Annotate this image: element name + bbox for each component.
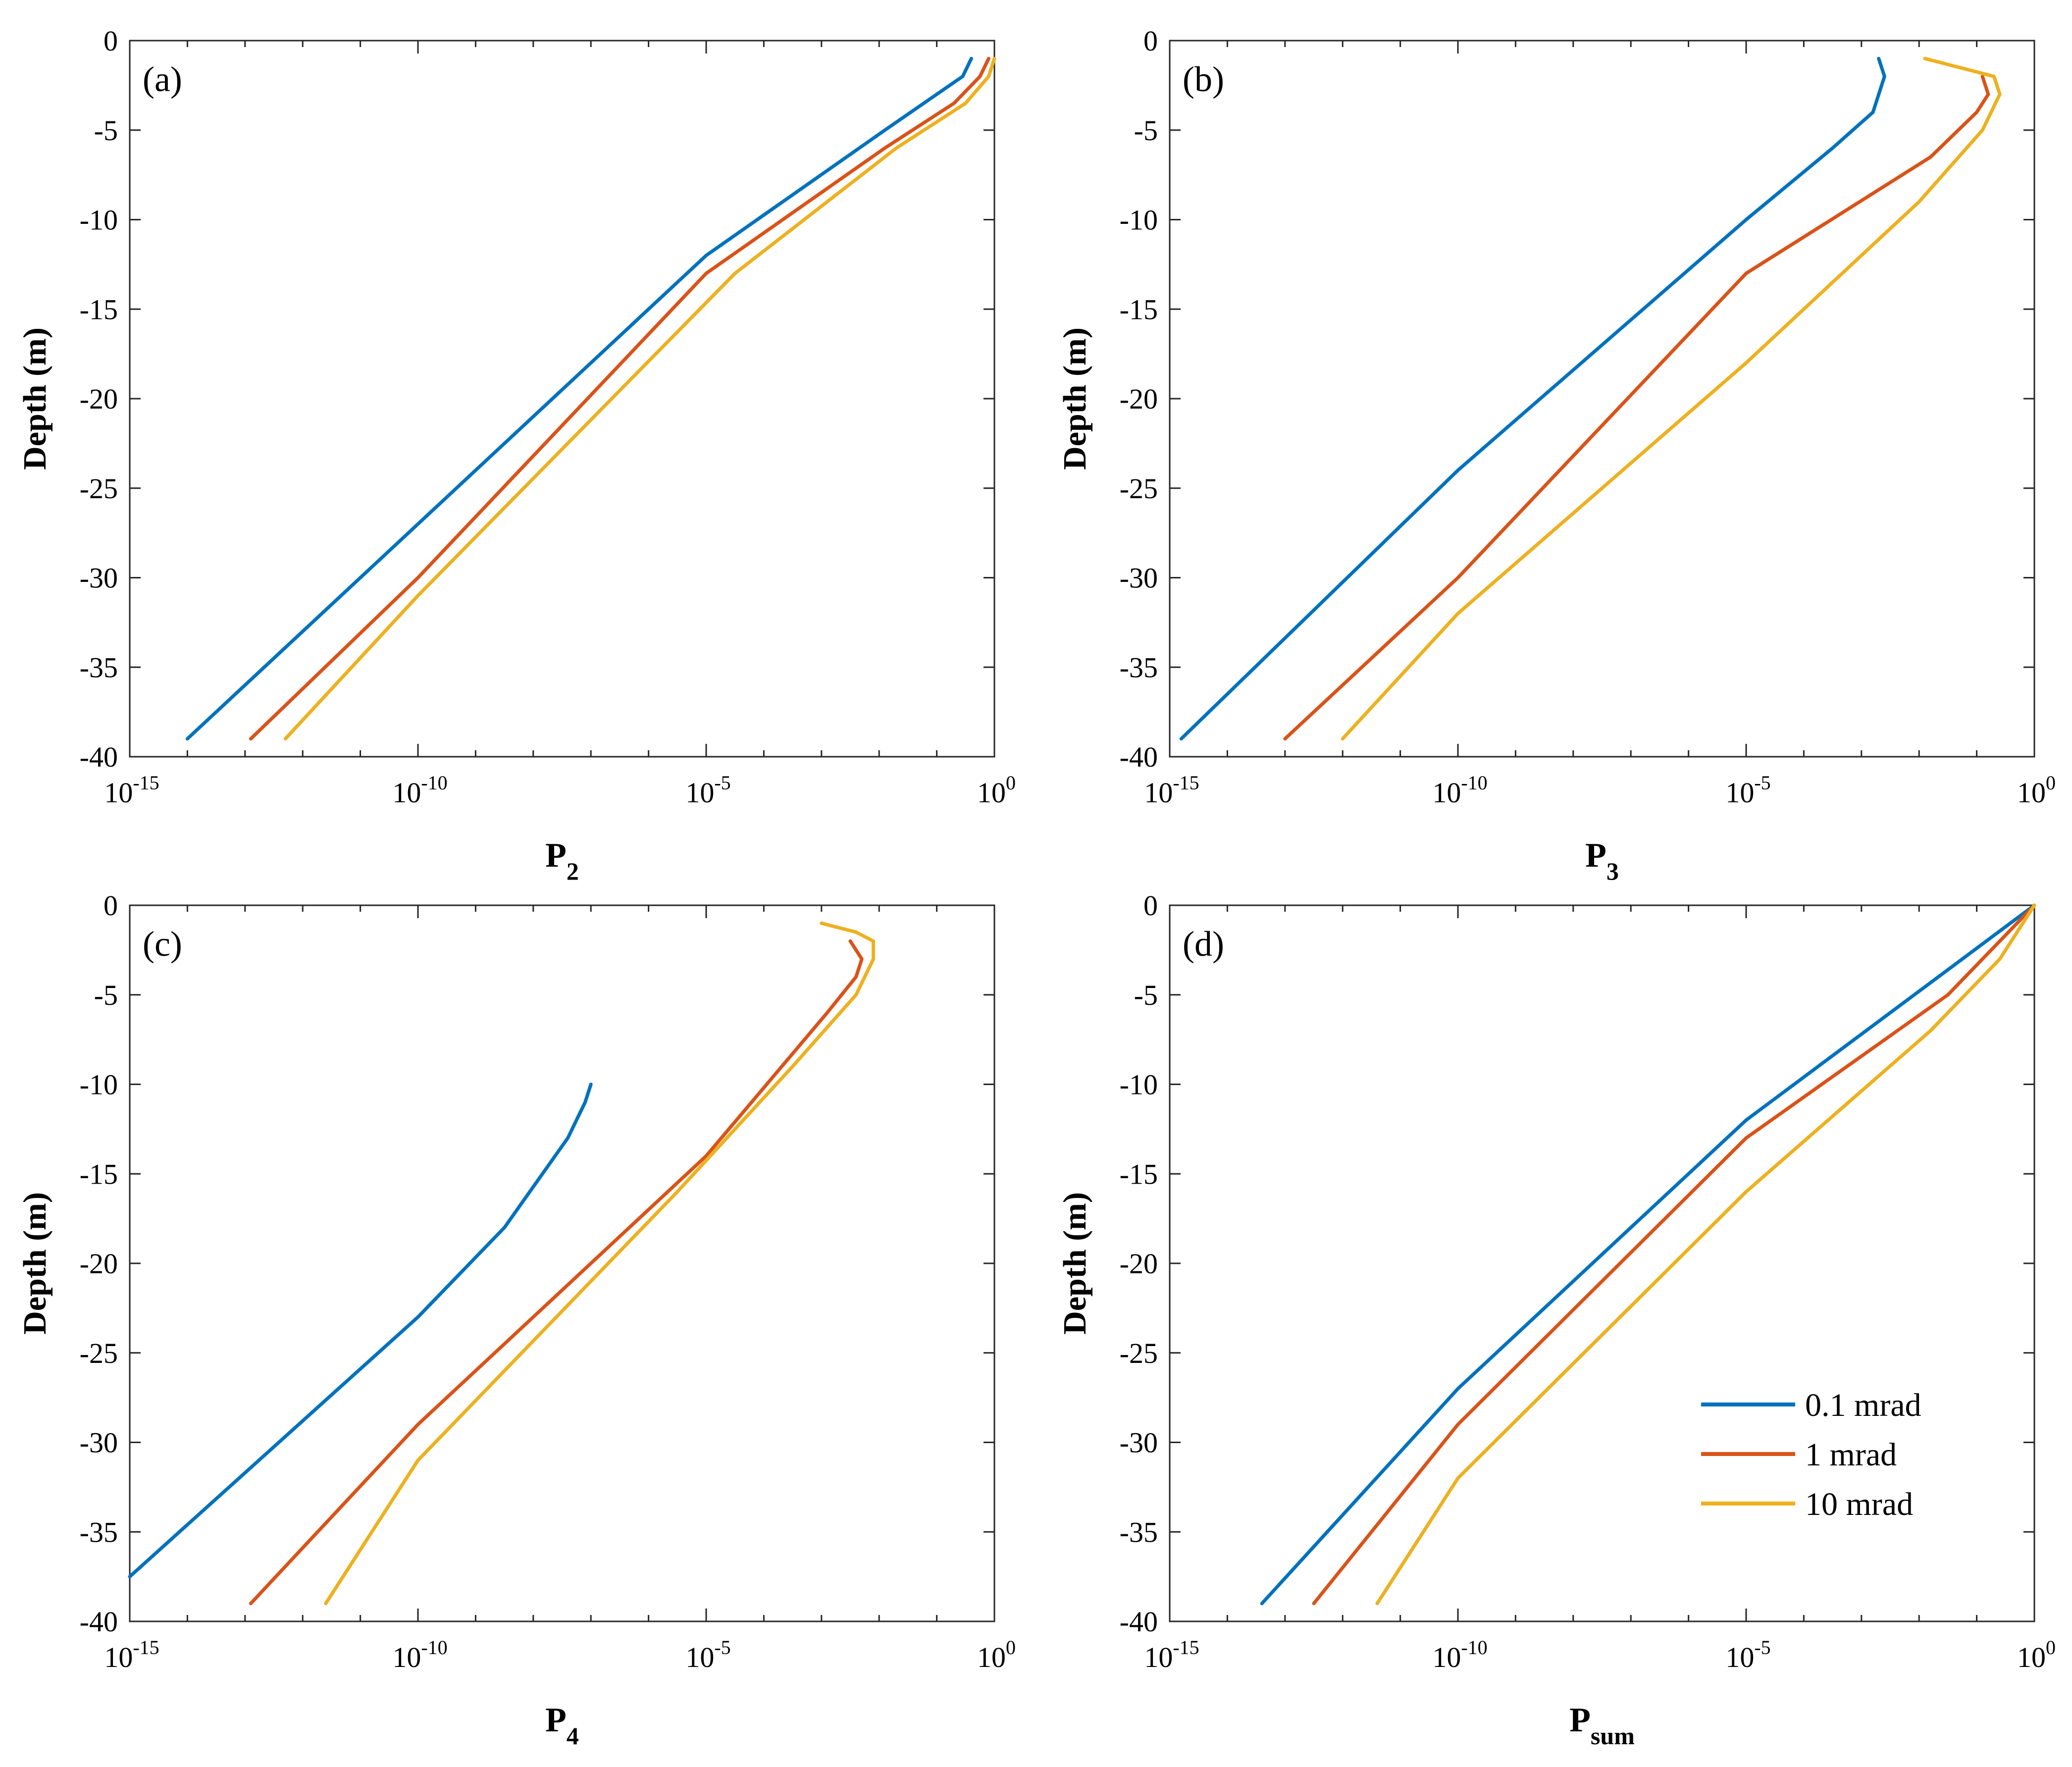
x-tick-label: 10-5 (685, 772, 730, 809)
series-line-10-mrad (324, 921, 876, 1606)
series-line-1-mrad (1283, 74, 1990, 741)
y-axis-label: Depth (m) (17, 327, 53, 470)
x-tick-label: 100 (977, 1636, 1016, 1673)
y-tick-label: -30 (1120, 562, 1158, 594)
x-tick-label: 100 (977, 772, 1016, 809)
y-tick-label: -25 (1120, 472, 1158, 505)
y-tick-label: -40 (1120, 741, 1158, 773)
y-tick-label: -10 (80, 204, 118, 236)
y-tick-label: -25 (1120, 1337, 1158, 1369)
series-line-1-mrad (249, 939, 864, 1606)
axes-frame (129, 904, 995, 1622)
y-tick-label: -5 (94, 979, 118, 1011)
x-axis-label: P3 (1585, 836, 1619, 885)
axes-frame (1169, 40, 2035, 758)
series-line-10-mrad (1375, 903, 2036, 1606)
axes-frame (129, 40, 995, 758)
y-tick-label: -15 (1120, 293, 1158, 325)
x-tick-label: 10-5 (1725, 772, 1770, 809)
legend: 0.1 mrad 1 mrad 10 mrad (1701, 1387, 1921, 1522)
y-tick-label: -5 (1134, 114, 1158, 147)
series-line-0_1-mrad (128, 1083, 593, 1579)
series-line-10-mrad (1341, 56, 2002, 741)
y-tick-label: -30 (80, 1427, 118, 1459)
x-tick-label: 10-10 (1432, 1636, 1487, 1673)
series-line-0_1-mrad (1179, 56, 1886, 741)
series-line-1-mrad (249, 56, 990, 741)
x-axis-label: Psum (1569, 1701, 1635, 1750)
x-tick-label: 10-15 (1144, 772, 1199, 809)
y-tick-label: -35 (80, 651, 118, 683)
legend-label: 10 mrad (1805, 1486, 1913, 1522)
y-tick-label: -30 (80, 562, 118, 594)
x-tick-label: 10-10 (1432, 772, 1487, 809)
x-tick-label: 10-10 (392, 1636, 447, 1673)
panel-label: (b) (1183, 59, 1224, 99)
y-tick-label: 0 (104, 25, 118, 57)
y-tick-label: -15 (1120, 1158, 1158, 1190)
y-tick-label: 0 (104, 889, 118, 922)
y-tick-label: 0 (1143, 889, 1158, 922)
axes-frame (1169, 904, 2035, 1622)
x-axis-label: P4 (545, 1701, 579, 1750)
x-axis-label: P2 (545, 836, 579, 885)
x-tick-label: 10-10 (392, 772, 447, 809)
y-tick-label: -20 (1120, 383, 1158, 415)
y-tick-label: -10 (1120, 1069, 1158, 1101)
series-line-1-mrad (1312, 903, 2036, 1606)
y-tick-label: -35 (1120, 1516, 1158, 1548)
y-tick-label: 0 (1143, 25, 1158, 57)
y-tick-label: -15 (80, 1158, 118, 1190)
y-tick-label: -30 (1120, 1427, 1158, 1459)
panel-label: (c) (143, 924, 182, 964)
x-tick-label: 10-15 (1144, 1636, 1199, 1673)
x-tick-label: 100 (2017, 772, 2056, 809)
y-axis-label: Depth (m) (1057, 1192, 1093, 1335)
y-tick-label: -35 (1120, 651, 1158, 683)
y-axis-label: Depth (m) (1057, 327, 1093, 470)
y-axis-label: Depth (m) (17, 1192, 53, 1335)
y-tick-label: -25 (80, 472, 118, 505)
y-tick-label: -35 (80, 1516, 118, 1548)
y-tick-label: -20 (1120, 1247, 1158, 1280)
x-tick-label: 100 (2017, 1636, 2056, 1673)
y-tick-label: -40 (80, 741, 118, 773)
y-tick-label: -10 (1120, 204, 1158, 236)
y-tick-label: -5 (94, 114, 118, 147)
x-tick-label: 10-5 (685, 1636, 730, 1673)
y-tick-label: -40 (80, 1606, 118, 1638)
y-tick-label: -10 (80, 1069, 118, 1101)
y-tick-label: -20 (80, 1247, 118, 1280)
y-tick-label: -20 (80, 383, 118, 415)
x-tick-label: 10-15 (104, 1636, 159, 1673)
x-tick-label: 10-15 (104, 772, 159, 809)
legend-label: 0.1 mrad (1805, 1387, 1921, 1423)
legend-label: 1 mrad (1805, 1437, 1897, 1473)
y-tick-label: -15 (80, 293, 118, 325)
y-tick-label: -5 (1134, 979, 1158, 1011)
series-line-10-mrad (283, 56, 996, 741)
y-tick-label: -25 (80, 1337, 118, 1369)
x-tick-label: 10-5 (1725, 1636, 1770, 1673)
panel-label: (d) (1183, 924, 1224, 964)
y-tick-label: -40 (1120, 1606, 1158, 1638)
panel-label: (a) (143, 59, 182, 99)
series-line-0_1-mrad (1260, 903, 2036, 1606)
series-line-0_1-mrad (185, 56, 973, 741)
